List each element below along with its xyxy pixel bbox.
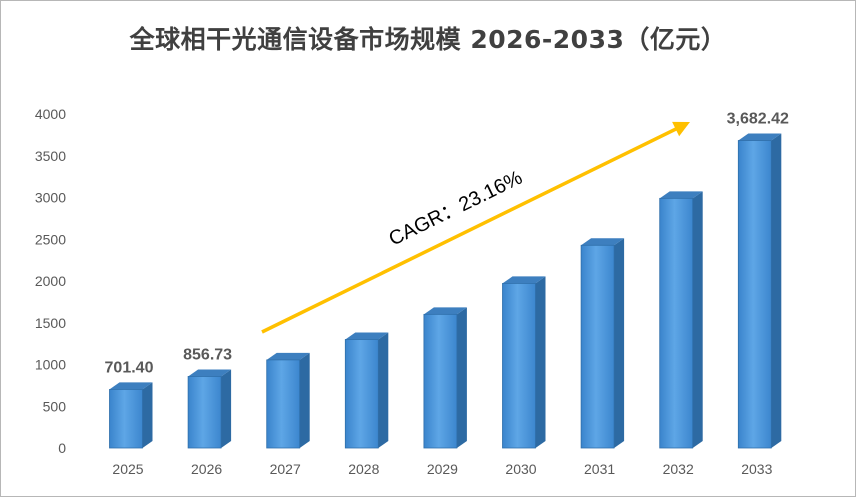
bar-top — [266, 352, 310, 360]
bar-front — [659, 197, 694, 449]
x-tick-label: 2025 — [112, 461, 143, 477]
bar-front — [266, 359, 301, 449]
y-tick-label: 2500 — [35, 231, 66, 247]
bar-front — [109, 389, 143, 449]
bar — [187, 369, 232, 449]
bar — [580, 238, 625, 449]
y-tick-label: 2000 — [35, 273, 66, 289]
bar-front — [344, 339, 379, 449]
bar — [266, 352, 310, 449]
bar — [502, 276, 546, 449]
cagr-arrow-line — [261, 124, 683, 334]
bar-front — [737, 140, 772, 449]
bar-side — [142, 382, 153, 448]
bar — [109, 382, 153, 449]
bar-side — [771, 133, 782, 448]
bar — [659, 191, 703, 449]
y-tick-label: 1000 — [35, 357, 66, 373]
y-tick-label: 500 — [43, 398, 67, 414]
x-tick-label: 2033 — [741, 461, 772, 477]
bar-top — [188, 369, 232, 377]
bar-side — [456, 307, 467, 448]
bar-top — [659, 191, 703, 199]
data-label: 3,682.42 — [727, 111, 789, 128]
bar-front — [580, 244, 615, 449]
bar-front — [423, 313, 458, 449]
bar-top — [109, 382, 153, 390]
x-tick-label: 2032 — [663, 461, 694, 477]
bar — [344, 332, 389, 449]
y-tick-label: 3500 — [35, 148, 66, 164]
bar-top — [423, 307, 467, 315]
y-tick-label: 0 — [58, 440, 66, 456]
bar — [423, 307, 467, 449]
bar-top — [345, 332, 389, 340]
chart-title: 全球相干光通信设备市场规模 2026-2033（亿元） — [129, 25, 727, 54]
bar — [737, 133, 782, 449]
x-tick-label: 2027 — [270, 461, 301, 477]
x-tick-label: 2028 — [348, 461, 379, 477]
data-label: 701.40 — [105, 359, 154, 376]
bar-top — [738, 133, 782, 141]
x-tick-label: 2030 — [505, 461, 536, 477]
bar-side — [692, 191, 703, 448]
bar-top — [581, 238, 625, 246]
x-tick-label: 2031 — [584, 461, 615, 477]
bar-top — [502, 276, 546, 284]
bar-side — [614, 238, 625, 448]
bar-side — [299, 352, 310, 448]
bar-front — [187, 376, 222, 449]
x-tick-label: 2026 — [191, 461, 222, 477]
y-tick-label: 3000 — [35, 190, 66, 206]
y-tick-label: 1500 — [35, 315, 66, 331]
bar-front — [502, 283, 536, 449]
cagr-arrow-head — [672, 121, 690, 137]
bar-side — [535, 276, 546, 448]
x-tick-label: 2029 — [427, 461, 458, 477]
data-label: 856.73 — [183, 346, 232, 363]
bar-side — [221, 369, 232, 448]
bar-side — [378, 332, 389, 448]
y-tick-label: 4000 — [35, 106, 66, 122]
